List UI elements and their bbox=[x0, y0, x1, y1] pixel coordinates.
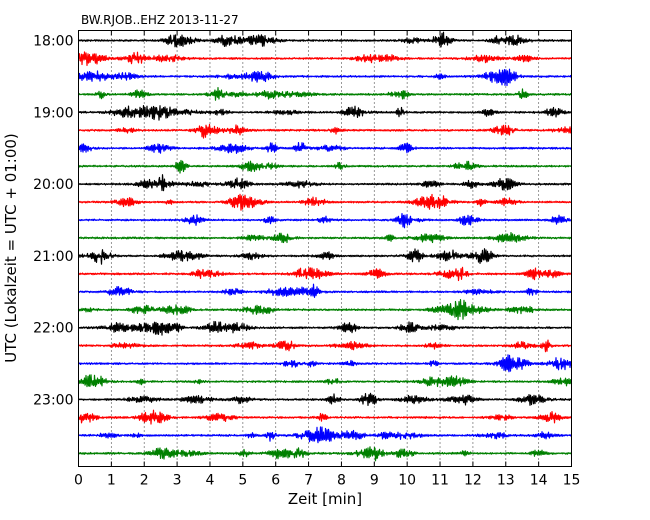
y-tick-label: 20:00 bbox=[33, 177, 73, 193]
seismic-trace bbox=[77, 374, 573, 388]
seismic-trace bbox=[78, 266, 572, 282]
seismic-trace bbox=[78, 299, 572, 321]
x-tick-label: 3 bbox=[173, 473, 182, 489]
grid-layer bbox=[110, 30, 540, 467]
y-tick-label: 22:00 bbox=[33, 321, 73, 337]
x-tick-label: 5 bbox=[238, 473, 247, 489]
seismic-trace bbox=[77, 104, 573, 121]
plot-frame bbox=[78, 30, 572, 467]
seismic-trace bbox=[78, 51, 572, 67]
x-tick-label: 1 bbox=[107, 473, 116, 489]
seismic-trace bbox=[78, 123, 573, 139]
y-tick-label: 23:00 bbox=[33, 393, 73, 409]
seismic-trace bbox=[78, 174, 573, 192]
seismic-trace bbox=[78, 31, 572, 48]
y-tick-label: 21:00 bbox=[33, 249, 73, 265]
y-axis-title: UTC (Lokalzeit = UTC + 01:00) bbox=[2, 133, 20, 363]
x-axis-title: Zeit [min] bbox=[288, 490, 362, 508]
x-tick-label: 13 bbox=[497, 473, 515, 489]
tick-layer: 0 1 2 3 4 5 6 7 8 9 10 11 12 13 14 1518:0019:0020:0021:… bbox=[33, 30, 581, 489]
x-tick-label: 2 bbox=[140, 473, 149, 489]
x-tick-label: 10 bbox=[398, 473, 416, 489]
x-tick-label: 11 bbox=[431, 473, 449, 489]
x-tick-label: 12 bbox=[464, 473, 482, 489]
x-tick-label: 4 bbox=[206, 473, 215, 489]
seismic-trace bbox=[77, 339, 572, 353]
y-tick-label: 19:00 bbox=[33, 105, 73, 121]
seismic-trace bbox=[77, 159, 572, 174]
trace-layer bbox=[77, 31, 573, 462]
seismic-trace bbox=[78, 193, 573, 211]
x-tick-label: 6 bbox=[271, 473, 280, 489]
seismic-trace bbox=[77, 409, 572, 425]
x-tick-label: 9 bbox=[370, 473, 379, 489]
seismic-trace bbox=[78, 231, 572, 244]
seismic-trace bbox=[77, 248, 572, 265]
seismic-trace bbox=[78, 212, 572, 229]
x-tick-label: 7 bbox=[304, 473, 313, 489]
seismic-trace bbox=[78, 283, 572, 298]
seismic-trace bbox=[77, 68, 572, 87]
chart-title: BW.RJOB..EHZ 2013-11-27 bbox=[81, 13, 239, 27]
seismic-trace bbox=[77, 141, 572, 154]
x-tick-label: 15 bbox=[563, 473, 581, 489]
seismic-trace bbox=[77, 426, 573, 444]
y-tick-label: 18:00 bbox=[33, 34, 73, 50]
seismic-trace bbox=[78, 392, 572, 407]
seismic-trace bbox=[78, 354, 573, 373]
x-tick-label: 14 bbox=[530, 473, 548, 489]
seismic-trace bbox=[77, 320, 572, 336]
seismic-trace bbox=[77, 86, 572, 101]
x-tick-label: 8 bbox=[337, 473, 346, 489]
seismic-trace bbox=[78, 446, 573, 462]
x-tick-label: 0 bbox=[74, 473, 83, 489]
